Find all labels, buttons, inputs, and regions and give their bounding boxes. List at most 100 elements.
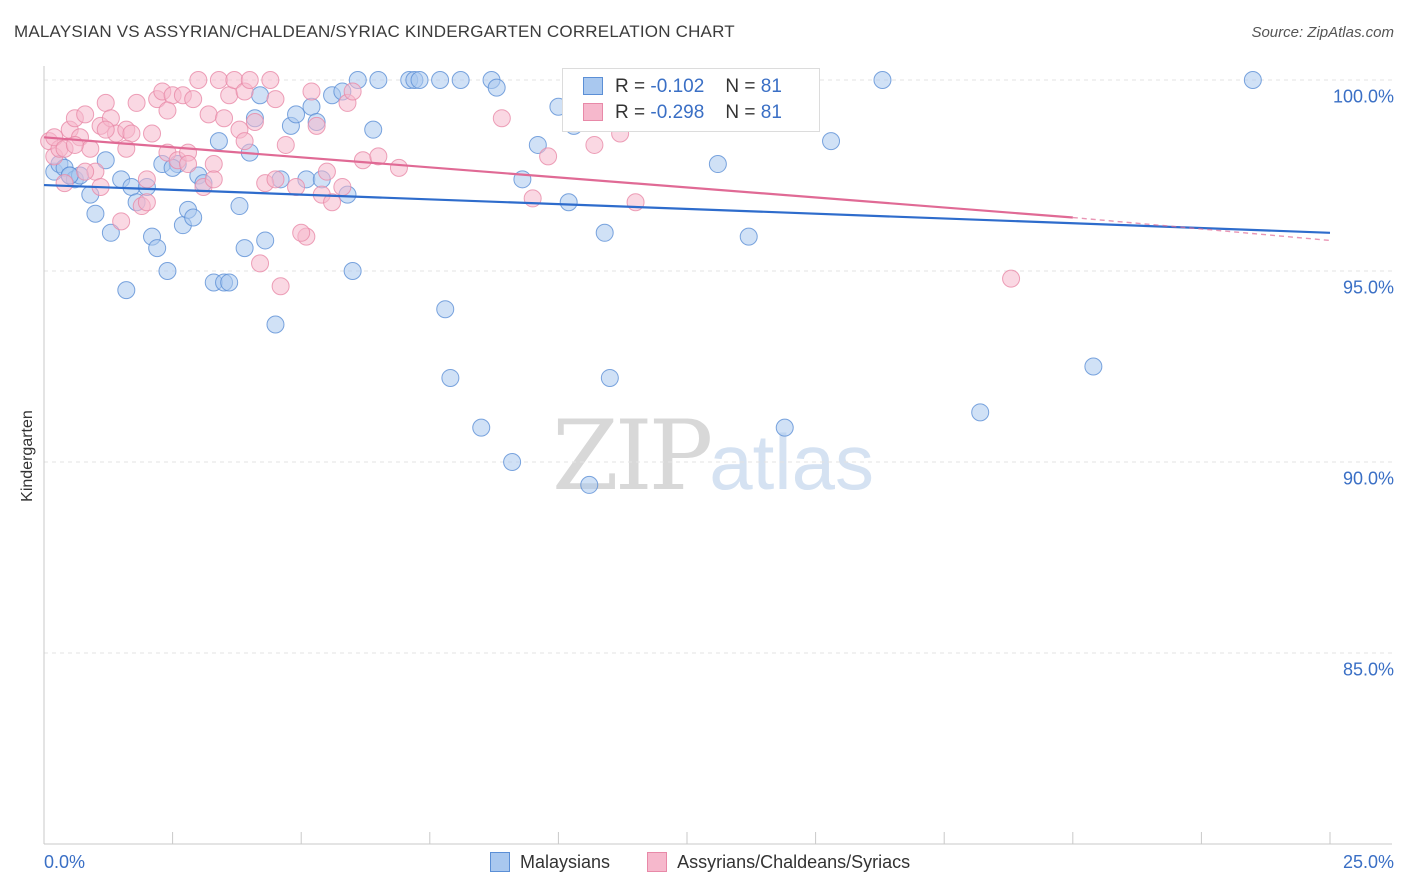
r-value: -0.102 — [650, 76, 705, 97]
legend-label-assyrians: Assyrians/Chaldeans/Syriacs — [677, 852, 911, 872]
n-value: 81 — [760, 76, 782, 97]
assyrian-point — [76, 162, 95, 181]
assyrian-point — [96, 93, 115, 112]
y-tick-100: 100.0% — [1332, 86, 1394, 107]
malaysian-point — [235, 239, 254, 258]
assyrian-point — [369, 147, 388, 166]
malaysian-point — [101, 223, 120, 242]
n-label: N = — [725, 102, 756, 123]
stats-legend: R = -0.102 N = 81 R = -0.298 N = 81 — [562, 68, 820, 132]
assyrian-point — [292, 223, 311, 242]
malaysian-point — [451, 71, 470, 89]
assyrian-point — [55, 174, 74, 193]
y-tick-85: 85.0% — [1342, 659, 1394, 680]
assyrian-point — [343, 82, 362, 101]
assyrian-point — [204, 155, 223, 174]
y-tick-90: 90.0% — [1342, 468, 1394, 489]
pink-swatch — [647, 852, 668, 872]
assyrian-point — [235, 132, 254, 151]
malaysian-point — [1243, 71, 1262, 89]
malaysian-point — [431, 71, 450, 89]
assyrian-point — [184, 90, 203, 109]
malaysian-point — [410, 71, 429, 89]
malaysian-point — [220, 273, 239, 292]
assyrian-point — [302, 82, 321, 101]
malaysian-point — [96, 151, 115, 170]
malaysian-point — [595, 223, 614, 242]
r-label: R = — [615, 102, 646, 123]
legend-item-malaysians[interactable]: Malaysians — [490, 852, 610, 873]
malaysian-point — [209, 132, 228, 151]
assyrian-point — [122, 124, 141, 143]
legend-item-assyrians[interactable]: Assyrians/Chaldeans/Syriacs — [647, 852, 910, 873]
chart-title: MALAYSIAN VS ASSYRIAN/CHALDEAN/SYRIAC KI… — [14, 22, 735, 41]
assyrian-point — [317, 162, 336, 181]
blue-swatch — [583, 77, 603, 95]
assyrian-point — [266, 170, 285, 189]
assyrian-point — [287, 177, 306, 196]
assyrian-point — [204, 170, 223, 189]
assyrian-point — [199, 105, 218, 124]
malaysian-point — [436, 300, 455, 319]
assyrian-point — [220, 86, 239, 105]
malaysian-point — [148, 239, 167, 258]
assyrian-point — [76, 105, 95, 124]
stats-legend-row-malaysians: R = -0.102 N = 81 — [583, 76, 782, 100]
malaysian-point — [739, 227, 758, 246]
malaysian-point — [369, 71, 388, 89]
n-value: 81 — [760, 102, 782, 123]
malaysian-point — [343, 262, 362, 280]
assyrian-point — [215, 109, 234, 128]
malaysian-point — [487, 78, 506, 97]
malaysian-point — [364, 120, 383, 139]
assyrian-point — [585, 135, 604, 154]
assyrian-point — [112, 212, 131, 231]
assyrian-trendline — [43, 136, 1073, 219]
malaysian-point — [256, 231, 275, 250]
assyrian-point — [137, 170, 156, 189]
assyrian-point — [323, 193, 342, 212]
series-legend: Malaysians Assyrians/Chaldeans/Syriacs — [490, 852, 942, 873]
malaysian-point — [503, 453, 522, 471]
malaysian-point — [580, 475, 599, 494]
source-label: Source: ZipAtlas.com — [1251, 24, 1394, 41]
legend-label-malaysians: Malaysians — [520, 852, 611, 872]
assyrian-point — [251, 254, 270, 273]
pink-swatch — [583, 103, 603, 121]
assyrian-trendline-extension — [1072, 216, 1331, 242]
malaysian-point — [302, 97, 321, 116]
assyrian-point — [137, 193, 156, 212]
malaysian-point — [251, 86, 270, 105]
assyrian-point — [143, 124, 162, 143]
malaysian-point — [971, 403, 990, 422]
assyrian-point — [353, 151, 372, 170]
malaysian-point — [775, 418, 794, 437]
malaysian-point — [184, 208, 203, 227]
n-label: N = — [725, 76, 756, 97]
malaysian-point — [1084, 357, 1103, 376]
malaysian-point — [441, 368, 460, 387]
malaysian-point — [528, 135, 547, 154]
assyrian-point — [245, 113, 264, 132]
assyrian-point — [189, 71, 208, 89]
assyrian-point — [158, 101, 177, 120]
r-value: -0.298 — [650, 102, 705, 123]
assyrian-point — [307, 116, 326, 135]
assyrian-point — [127, 93, 146, 112]
assyrian-point — [389, 158, 408, 177]
malaysian-point — [122, 177, 141, 196]
assyrian-point — [240, 71, 259, 89]
stats-legend-row-assyrians: R = -0.298 N = 81 — [583, 102, 782, 126]
malaysian-point — [266, 315, 285, 334]
malaysian-point — [708, 155, 727, 174]
malaysian-point — [287, 105, 306, 124]
y-tick-95: 95.0% — [1342, 277, 1394, 298]
malaysian-point — [822, 132, 841, 151]
malaysian-trendline — [43, 183, 1331, 234]
assyrian-point — [266, 90, 285, 109]
assyrian-point — [179, 155, 198, 174]
x-tick-max: 25.0% — [1342, 852, 1394, 872]
assyrian-point — [271, 277, 290, 296]
assyrian-point — [96, 120, 115, 139]
